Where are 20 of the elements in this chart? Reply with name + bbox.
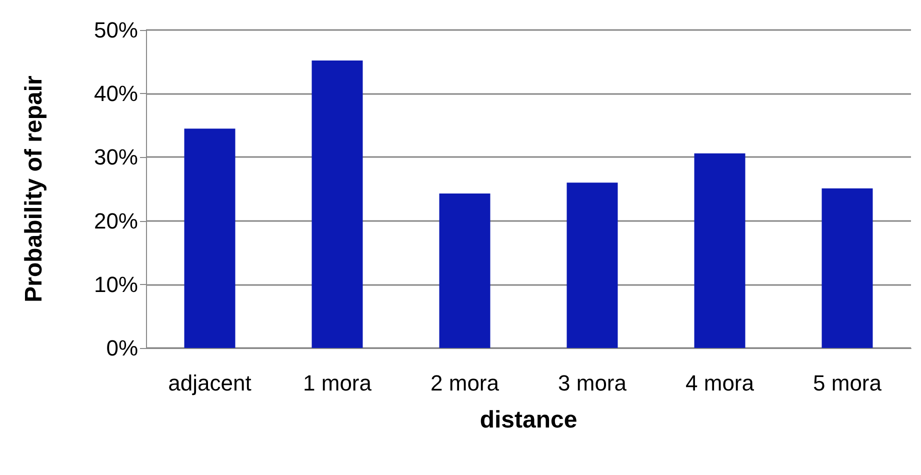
bar xyxy=(439,193,490,348)
x-tick-label: 1 mora xyxy=(303,370,372,396)
x-tick-label: 2 mora xyxy=(430,370,500,396)
y-tick-label: 0% xyxy=(106,336,138,360)
y-tick-label: 20% xyxy=(94,208,138,234)
bar xyxy=(312,60,363,348)
y-tick-label: 50% xyxy=(94,18,138,42)
bar xyxy=(822,188,873,348)
x-axis-title: distance xyxy=(480,406,578,434)
y-tick-label: 30% xyxy=(94,144,138,170)
bar xyxy=(566,182,618,348)
y-tick-label: 10% xyxy=(94,272,138,297)
x-tick-label: 3 mora xyxy=(558,370,628,396)
x-tick-label: adjacent xyxy=(168,370,252,396)
y-axis-title: Probability of repair xyxy=(20,76,48,302)
y-tick-label: 40% xyxy=(94,81,138,106)
x-tick-label: 5 mora xyxy=(813,370,882,396)
bar xyxy=(184,128,236,348)
x-tick-label: 4 mora xyxy=(686,370,755,396)
bar xyxy=(694,153,746,348)
